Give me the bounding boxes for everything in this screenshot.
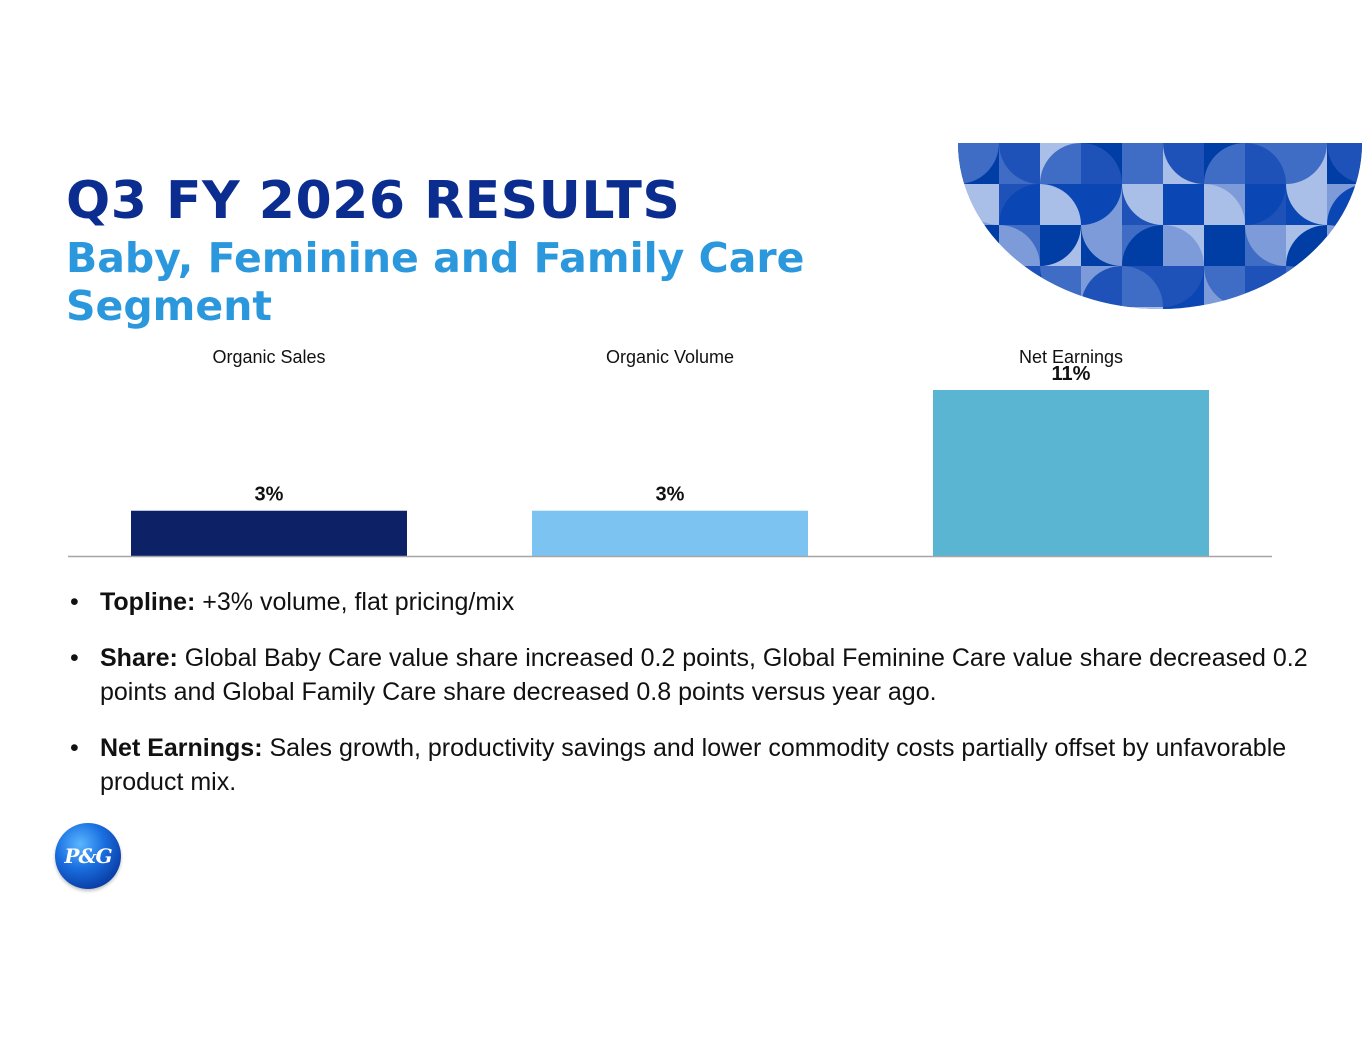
pattern-quarter-circle (999, 266, 1040, 307)
pattern-tile (1204, 307, 1245, 309)
pattern-quarter-circle (1081, 184, 1122, 225)
pattern-tile (1286, 307, 1327, 309)
pg-logo-icon: P&G (55, 823, 121, 889)
pattern-tile (1245, 307, 1286, 309)
category-label: Organic Volume (606, 347, 734, 367)
data-label: 11% (1052, 363, 1091, 385)
pattern-quarter-circle (1122, 307, 1163, 309)
data-label: 3% (656, 484, 685, 506)
pattern-quarter-circle (1286, 266, 1327, 307)
pattern-quarter-circle (1327, 266, 1362, 307)
pattern-quarter-circle (1204, 266, 1245, 307)
pattern-quarter-circle (1327, 143, 1362, 184)
pattern-tile (1327, 225, 1362, 266)
bullet-text: +3% volume, flat pricing/mix (195, 588, 515, 616)
pattern-quarter-circle (1245, 184, 1286, 225)
pattern-quarter-circle (1163, 143, 1204, 184)
pattern-quarter-circle (999, 307, 1040, 309)
bar-net-earnings (933, 390, 1209, 556)
data-label: 3% (255, 484, 284, 506)
pattern-tile (958, 307, 999, 309)
category-label: Organic Sales (212, 347, 325, 367)
pattern-quarter-circle (1122, 143, 1163, 184)
bullet-share: • Share: Global Baby Care value share inc… (70, 644, 1308, 706)
bullet-topline: • Topline: +3% volume, flat pricing/mix (70, 588, 515, 616)
page-title: Q3 FY 2026 RESULTS (66, 171, 681, 231)
pattern-quarter-circle (1040, 184, 1081, 225)
pattern-tile (1327, 307, 1362, 309)
pattern-quarter-circle (1286, 143, 1327, 184)
pattern-quarter-circle (1204, 184, 1245, 225)
pattern-quarter-circle (958, 184, 999, 225)
bullet-text: Global Baby Care value share increased 0… (100, 644, 1308, 706)
pattern-quarter-circle (1245, 225, 1286, 266)
pattern-quarter-circle (1122, 184, 1163, 225)
decorative-pattern (958, 143, 1362, 309)
pattern-quarter-circle (1040, 266, 1081, 307)
pattern-quarter-circle (1163, 266, 1204, 307)
pattern-quarter-circle (958, 307, 999, 309)
bullet-label: Share: (100, 644, 178, 672)
logo-text: P&G (64, 844, 112, 868)
bar-organic-volume (532, 510, 808, 556)
category-label: Net Earnings (1019, 347, 1123, 367)
pattern-quarter-circle (1245, 307, 1286, 309)
pattern-quarter-circle (1163, 184, 1204, 225)
pattern-tile (999, 307, 1040, 309)
pattern-quarter-circle (1040, 307, 1081, 309)
pattern-tile (1327, 266, 1362, 307)
pattern-quarter-circle (999, 143, 1040, 184)
pattern-tile (1040, 307, 1081, 309)
pattern-quarter-circle (958, 143, 999, 184)
pattern-quarter-circle (1327, 225, 1362, 266)
pattern-quarter-circle (1122, 225, 1163, 266)
pattern-quarter-circle (1204, 307, 1245, 309)
pattern-quarter-circle (1040, 225, 1081, 266)
bullet-list: • Topline: +3% volume, flat pricing/mix •… (70, 585, 1320, 821)
pattern-quarter-circle (1286, 184, 1327, 225)
pattern-quarter-circle (1163, 307, 1204, 309)
pattern-quarter-circle (1081, 307, 1122, 309)
pattern-quarter-circle (1122, 266, 1163, 307)
bullet-text: Sales growth, productivity savings and l… (100, 734, 1287, 796)
pattern-tile (958, 266, 999, 307)
pattern-quarter-circle (1081, 266, 1122, 307)
pattern-quarter-circle (1286, 307, 1327, 309)
pattern-quarter-circle (999, 184, 1040, 225)
pattern-tile (1081, 307, 1122, 309)
pattern-quarter-circle (1204, 143, 1245, 184)
pattern-quarter-circle (1081, 225, 1122, 266)
page-subtitle: Baby, Feminine and Family Care Segment (66, 234, 805, 330)
bar-chart: 3% Organic Sales 3% Organic Volume 11%Net Ea… (68, 347, 1272, 558)
bullet-label: Topline: (100, 588, 196, 616)
pattern-quarter-circle (958, 225, 999, 266)
bar-organic-sales (131, 510, 407, 556)
bullet-net-earnings: • Net Earnings: Sales growth, productivit… (70, 734, 1287, 796)
bullet-label: Net Earnings: (100, 734, 263, 762)
pattern-quarter-circle (958, 266, 999, 307)
pattern-tile (1286, 266, 1327, 307)
pattern-quarter-circle (1327, 307, 1362, 309)
pattern-quarter-circle (1245, 143, 1286, 184)
pattern-quarter-circle (1040, 143, 1081, 184)
pattern-quarter-circle (1081, 143, 1122, 184)
pattern-quarter-circle (1204, 225, 1245, 266)
pattern-quarter-circle (1163, 225, 1204, 266)
